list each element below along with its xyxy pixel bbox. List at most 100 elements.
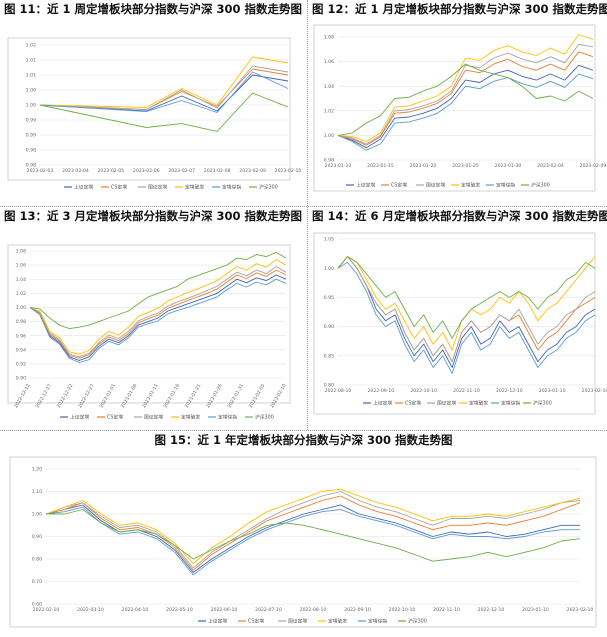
- legend-label: 沪深300: [255, 414, 274, 421]
- y-tick-label: 0.98: [324, 158, 334, 164]
- chart-svg-13: 0.90 0.92 0.94 0.96 0.98 1.00 1.02 1.04 1.06 1.08…: [7, 244, 291, 421]
- legend-label: 定增综指: [218, 414, 237, 421]
- y-tick-label: 0.80: [324, 383, 334, 389]
- x-tick-label: 2023-01-15: [367, 163, 394, 169]
- x-tick-label: 2023-02-10: [275, 168, 302, 174]
- y-tick-label: 0.98: [16, 319, 26, 325]
- legend-label: 上证定增: [373, 400, 392, 407]
- x-tick-label: 2023-02-03: [27, 168, 54, 174]
- row-divider-2: [0, 430, 607, 431]
- chart-frame: [7, 37, 291, 181]
- legend-label: CS定增: [111, 184, 127, 191]
- y-tick-label: 1.00: [26, 103, 36, 109]
- chart-svg-11: 0.98 0.98 0.99 0.99 1.00 1.00 1.01 1.01 1.02 2023…: [7, 37, 302, 191]
- y-tick-label: 1.00: [16, 305, 26, 311]
- legend-label: 上证定增: [74, 184, 93, 191]
- chart-title: 图 11：近 1 周定增板块部分指数与沪深 300 指数走势图: [4, 2, 303, 16]
- y-tick-label: 0.98: [26, 163, 36, 169]
- y-tick-label: 0.90: [32, 534, 42, 540]
- series-line: [337, 34, 594, 142]
- chart-frame: [313, 232, 596, 415]
- legend-label: CS定增: [391, 182, 407, 189]
- series-line: [337, 256, 596, 368]
- series-line: [29, 266, 287, 358]
- chart-panel-13: 图 13：近 3 月定增板块部分指数与沪深 300 指数走势图 0.90 0.92…: [0, 207, 306, 429]
- y-tick-label: 0.90: [16, 376, 26, 382]
- chart-svg-12: 0.98 1.00 1.02 1.04 1.06 1.08 2023-01-10 2023-0…: [313, 24, 607, 192]
- chart-title: 图 12：近 1 月定增板块部分指数与沪深 300 指数走势图: [312, 2, 607, 16]
- legend-label: 定增破发: [185, 184, 204, 191]
- x-tick-label: 2023-02-04: [537, 163, 564, 169]
- series-line: [29, 259, 287, 355]
- x-tick-label: 2022-08-10: [300, 607, 327, 613]
- series-line: [337, 43, 594, 145]
- x-tick-label: 2022-03-10: [77, 607, 104, 613]
- y-tick-label: 0.60: [32, 602, 42, 608]
- legend-label: 国证定增: [144, 414, 163, 421]
- y-tick-label: 0.80: [32, 557, 42, 563]
- y-tick-label: 0.85: [324, 353, 334, 359]
- y-tick-label: 1.04: [324, 84, 334, 90]
- y-tick-label: 0.92: [16, 361, 26, 367]
- legend-label: 定增综指: [222, 184, 241, 191]
- chart-title: 图 14：近 6 月定增板块部分指数与沪深 300 指数走势图: [312, 209, 607, 223]
- x-tick-label: 2023-02-10: [567, 607, 594, 613]
- series-line: [39, 56, 289, 108]
- y-tick-label: 1.08: [16, 249, 26, 255]
- series-line: [45, 491, 581, 569]
- legend-label: 定增破发: [328, 618, 347, 625]
- series-line: [45, 495, 581, 571]
- x-tick-label: 2023-01-25: [452, 163, 479, 169]
- series-line: [39, 74, 289, 112]
- y-tick-label: 1.02: [324, 108, 334, 114]
- legend-label: 定增综指: [368, 618, 387, 625]
- legend-label: 沪深300: [259, 184, 278, 191]
- series-line: [337, 51, 594, 146]
- y-tick-label: 0.99: [26, 118, 36, 124]
- legend-label: CS定增: [248, 618, 264, 625]
- x-tick-label: 2023-02-09: [580, 163, 607, 169]
- y-tick-label: 1.20: [32, 467, 42, 473]
- series-line: [45, 506, 580, 576]
- legend-label: 上证定增: [208, 618, 227, 625]
- y-tick-label: 1.08: [324, 35, 334, 41]
- y-tick-label: 1.02: [16, 291, 26, 297]
- legend-label: CS定增: [405, 400, 421, 407]
- y-tick-label: 0.94: [16, 347, 26, 353]
- chart-svg-14: 0.80 0.85 0.90 0.95 1.00 1.05 2022-08-10 2022-0…: [313, 232, 607, 415]
- legend-label: 沪深300: [408, 618, 427, 625]
- x-tick-label: 2022-12-10: [496, 388, 523, 394]
- x-tick-label: 2022-11-10: [453, 388, 480, 394]
- legend-label: 国证定增: [148, 184, 167, 191]
- legend-label: 定增破发: [181, 414, 200, 421]
- series-line: [337, 64, 594, 149]
- y-tick-label: 1.01: [26, 58, 36, 64]
- chart-title: 图 15：近 1 年定增板块部分指数与沪深 300 指数走势图: [154, 433, 453, 447]
- chart-svg-15: 0.60 0.70 0.80 0.90 1.00 1.10 1.20 2022-02-10 20…: [9, 456, 597, 628]
- series-line: [39, 92, 289, 132]
- row-divider-1: [0, 206, 607, 207]
- x-tick-label: 2022-09-10: [344, 607, 371, 613]
- chart-panel-14: 图 14：近 6 月定增板块部分指数与沪深 300 指数走势图 0.80 0.85…: [308, 207, 607, 429]
- y-tick-label: 0.95: [324, 295, 334, 301]
- x-tick-label: 2023-01-10: [539, 388, 566, 394]
- legend-label: 沪深300: [531, 182, 550, 189]
- chart-panel-11: 图 11：近 1 周定增板块部分指数与沪深 300 指数走势图 0.98 0.98…: [0, 0, 306, 205]
- series-line: [337, 261, 596, 374]
- series-line: [337, 256, 596, 363]
- series-line: [29, 251, 287, 330]
- x-tick-label: 2023-01-10: [325, 163, 352, 169]
- series-line: [29, 278, 287, 363]
- x-tick-label: 2022-05-10: [166, 607, 193, 613]
- y-tick-label: 1.01: [26, 73, 36, 79]
- chart-frame: [7, 244, 291, 404]
- y-tick-label: 0.98: [26, 148, 36, 154]
- x-tick-label: 2023-02-07: [168, 168, 195, 174]
- x-tick-label: 2022-06-10: [211, 607, 238, 613]
- x-tick-label: 2023-02-05: [98, 168, 125, 174]
- y-tick-label: 0.70: [32, 579, 42, 585]
- x-tick-label: 2022-08-10: [325, 388, 352, 394]
- x-tick-label: 2022-10-10: [410, 388, 437, 394]
- x-tick-label: 2023-02-09: [239, 168, 266, 174]
- x-tick-label: 2022-02-10: [33, 607, 60, 613]
